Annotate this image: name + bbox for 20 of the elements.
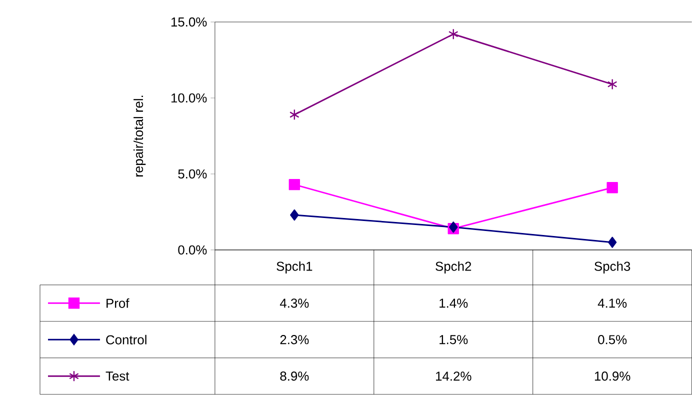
data-label: 4.3% xyxy=(280,298,309,308)
legend-label: Prof xyxy=(106,298,130,308)
legend-label: Test xyxy=(106,372,130,381)
legend-label: Control xyxy=(106,334,146,344)
y-tick-label: 15.0% xyxy=(171,17,207,27)
y-axis-title: repair/total rel. xyxy=(134,96,146,177)
data-label: 14.2% xyxy=(436,372,472,381)
x-tick-label: Spch2 xyxy=(436,261,472,274)
data-label: 0.5% xyxy=(598,335,627,344)
y-tick-label: 10.0% xyxy=(171,93,207,103)
x-tick-label: Spch1 xyxy=(276,261,312,274)
data-label: 4.1% xyxy=(598,298,627,308)
y-tick-label: 5.0% xyxy=(178,169,207,179)
x-tick-label: Spch3 xyxy=(594,261,630,274)
data-label: 1.5% xyxy=(440,335,468,344)
data-label: 10.9% xyxy=(594,372,630,381)
y-tick-label: 0.0% xyxy=(178,245,207,255)
data-label: 8.9% xyxy=(280,372,309,381)
data-label: 2.3% xyxy=(280,335,309,344)
data-label: 1.4% xyxy=(440,298,468,308)
